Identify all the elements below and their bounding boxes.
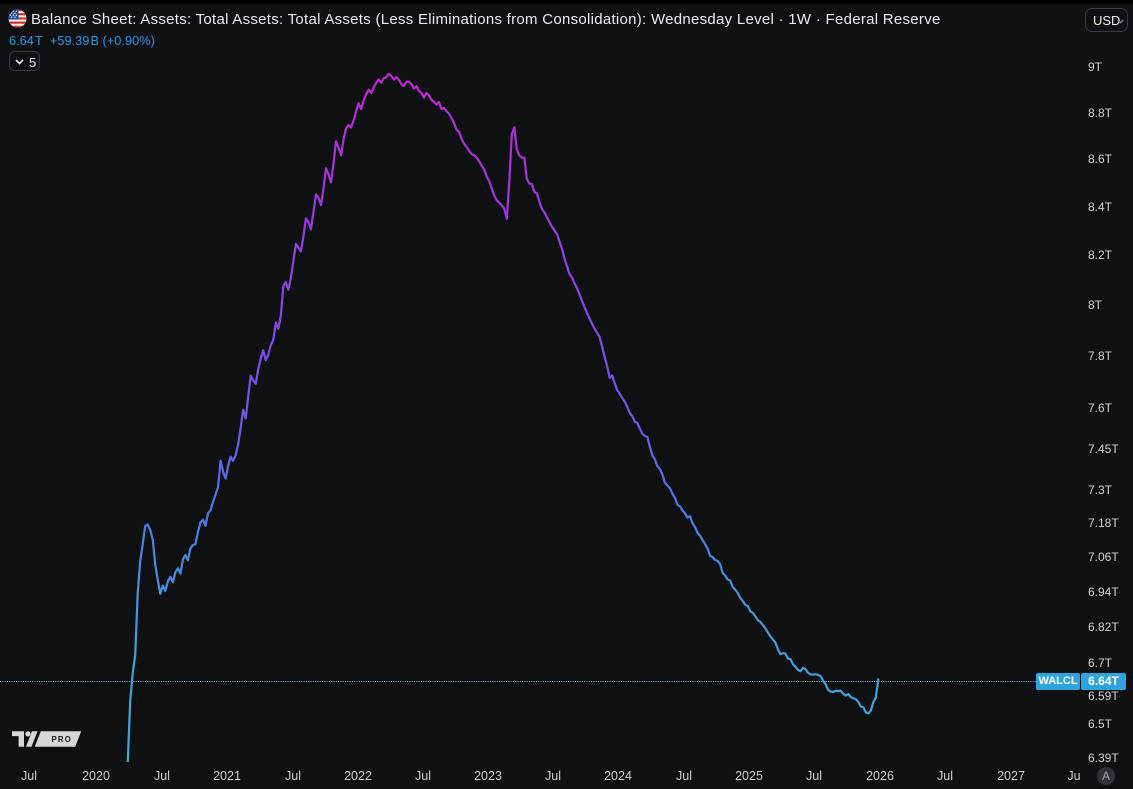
svg-text:PRO: PRO <box>52 735 73 744</box>
